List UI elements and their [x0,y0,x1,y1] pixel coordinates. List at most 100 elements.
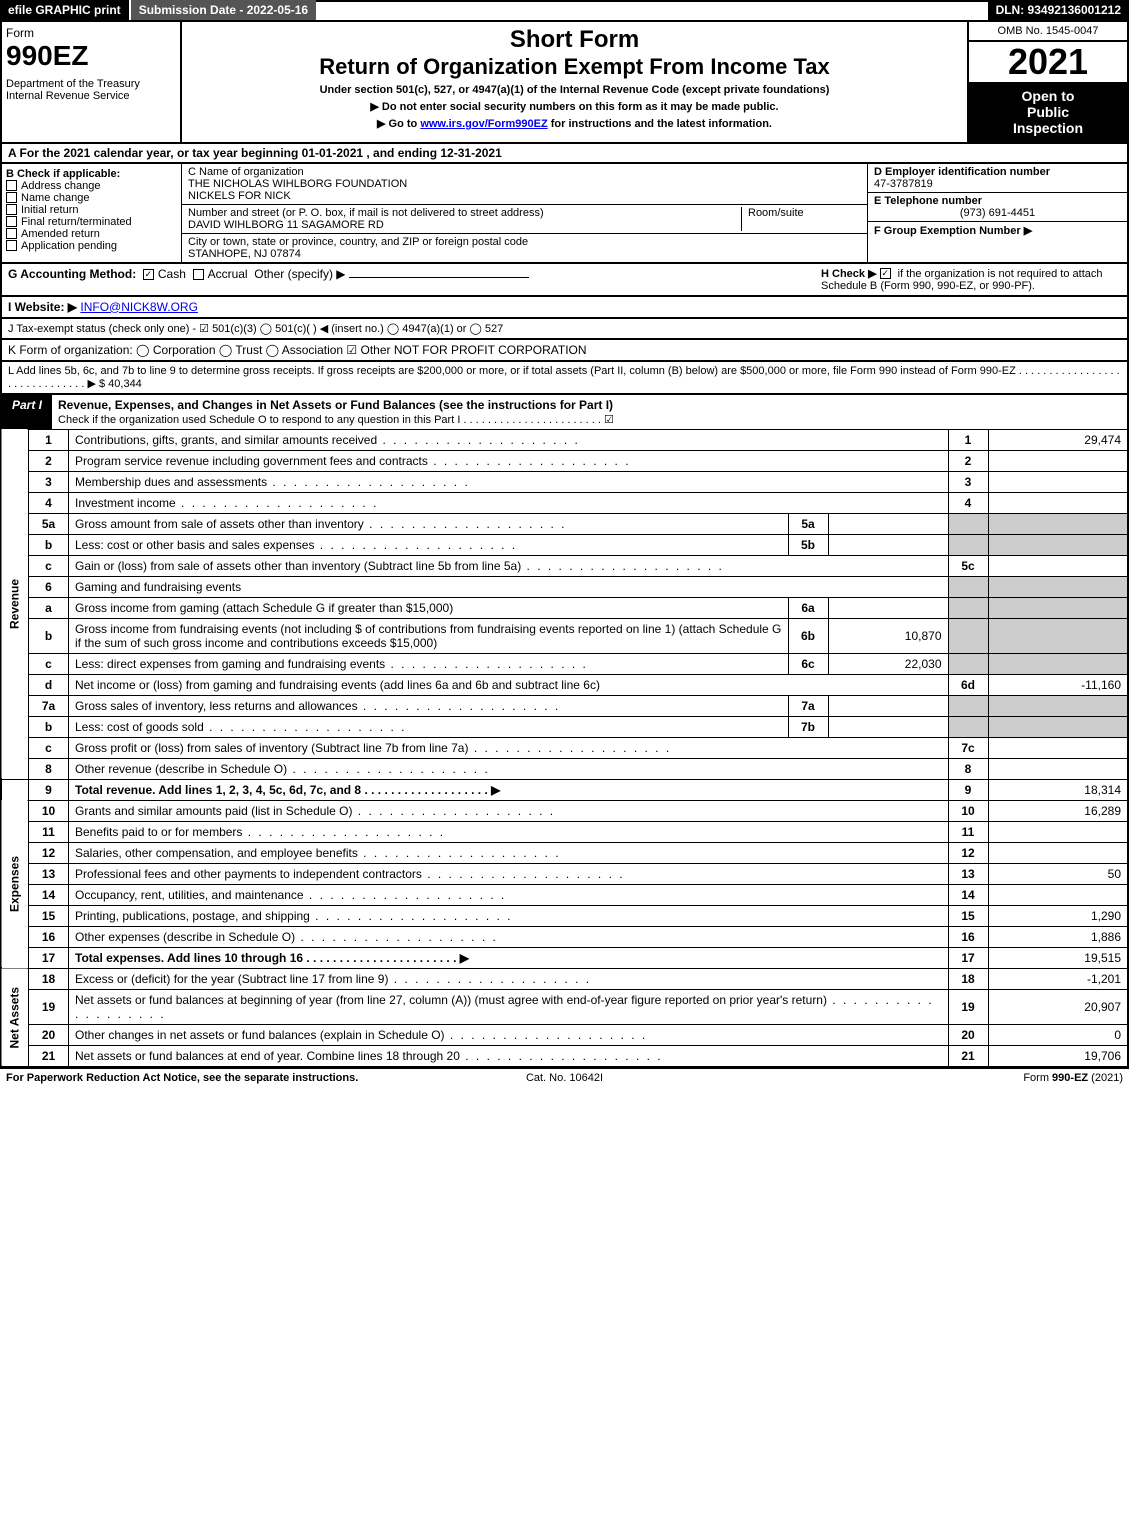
l20-desc: Other changes in net assets or fund bala… [69,1024,949,1045]
d-val: 47-3787819 [874,178,933,190]
l7b-num: b [29,716,69,737]
col-c: C Name of organization THE NICHOLAS WIHL… [182,164,867,262]
efile-label: efile GRAPHIC print [0,0,129,20]
l7a-shade1 [948,695,988,716]
l17-ref: 17 [948,947,988,968]
cb-h[interactable]: ✓ [880,268,891,279]
g-other-line[interactable] [349,277,529,278]
l6c-desc: Less: direct expenses from gaming and fu… [69,653,789,674]
header-right: OMB No. 1545-0047 2021 Open to Public In… [967,22,1127,142]
l7b-subref: 7b [788,716,828,737]
l5b-num: b [29,534,69,555]
footer-left-b: For Paperwork Reduction Act Notice, see … [6,1072,358,1084]
city-val: STANHOPE, NJ 07874 [188,248,301,260]
l8-desc: Other revenue (describe in Schedule O) [69,758,949,779]
l14-val [988,884,1128,905]
f-row: F Group Exemption Number ▶ [868,222,1127,239]
l7c-val [988,737,1128,758]
e-val: (973) 691-4451 [874,207,1121,219]
b-item-5: Application pending [21,240,117,252]
l-text: L Add lines 5b, 6c, and 7b to line 9 to … [8,365,1120,390]
l19-val: 20,907 [988,989,1128,1024]
l16-ref: 16 [948,926,988,947]
l8-num: 8 [29,758,69,779]
l8-val [988,758,1128,779]
l6a-shade2 [988,597,1128,618]
l6c-num: c [29,653,69,674]
cb-application-pending [6,240,17,251]
l20-num: 20 [29,1024,69,1045]
l8-ref: 8 [948,758,988,779]
l5a-subref: 5a [788,513,828,534]
row-i: I Website: ▶ INFO@NICK8W.ORG [0,295,1129,317]
cb-amended-return[interactable] [6,228,17,239]
cb-address-change[interactable] [6,180,17,191]
l6b-shade1 [948,618,988,653]
l1-num: 1 [29,429,69,450]
sub3-post: for instructions and the latest informat… [548,118,772,130]
b-item-1: Name change [21,192,90,204]
l13-ref: 13 [948,863,988,884]
website-link[interactable]: INFO@NICK8W.ORG [80,300,198,314]
l-val: $ 40,344 [99,378,142,390]
l21-val: 19,706 [988,1045,1128,1067]
l11-desc: Benefits paid to or for members [69,821,949,842]
l13-num: 13 [29,863,69,884]
subheader-1: Under section 501(c), 527, or 4947(a)(1)… [186,84,963,96]
l6c-shade1 [948,653,988,674]
e-row: E Telephone number (973) 691-4451 [868,193,1127,222]
section-a: A For the 2021 calendar year, or tax yea… [0,142,1129,162]
l5a-num: 5a [29,513,69,534]
g-label: G Accounting Method: [8,267,136,281]
footer-mid: Cat. No. 10642I [378,1072,750,1084]
l6-num: 6 [29,576,69,597]
l7a-subval [828,695,948,716]
sub3-pre: ▶ Go to [377,118,420,130]
l12-ref: 12 [948,842,988,863]
g-accrual: Accrual [208,267,248,281]
l5c-desc: Gain or (loss) from sale of assets other… [69,555,949,576]
top-spacer [316,0,987,20]
l7a-shade2 [988,695,1128,716]
k-text: K Form of organization: ◯ Corporation ◯ … [8,343,587,357]
vert-expenses: Expenses [1,800,29,968]
l5b-shade2 [988,534,1128,555]
cb-final-return[interactable] [6,216,17,227]
cb-initial-return[interactable] [6,204,17,215]
l7c-desc: Gross profit or (loss) from sales of inv… [69,737,949,758]
return-title: Return of Organization Exempt From Incom… [186,54,963,80]
subheader-3: ▶ Go to www.irs.gov/Form990EZ for instru… [186,117,963,130]
short-form-title: Short Form [186,26,963,54]
col-de: D Employer identification number 47-3787… [867,164,1127,262]
l2-val [988,450,1128,471]
l6a-subval [828,597,948,618]
l14-desc: Occupancy, rent, utilities, and maintena… [69,884,949,905]
l6c-subref: 6c [788,653,828,674]
section-a-text: A For the 2021 calendar year, or tax yea… [8,146,502,160]
l9-ref: 9 [948,779,988,800]
cb-cash[interactable]: ✓ [143,269,154,280]
part1-header-row: Part I Revenue, Expenses, and Changes in… [0,393,1129,429]
cb-accrual[interactable] [193,269,204,280]
l17-desc: Total expenses. Add lines 10 through 16 … [69,947,949,968]
irs-link[interactable]: www.irs.gov/Form990EZ [420,118,547,130]
cb-name-change[interactable] [6,192,17,203]
l19-desc: Net assets or fund balances at beginning… [69,989,949,1024]
l12-num: 12 [29,842,69,863]
l13-val: 50 [988,863,1128,884]
l6a-shade1 [948,597,988,618]
tax-year: 2021 [969,42,1127,82]
dept-line2: Internal Revenue Service [6,90,176,102]
l3-num: 3 [29,471,69,492]
form-header: Form 990EZ Department of the Treasury In… [0,20,1129,142]
l5c-num: c [29,555,69,576]
addr-val: DAVID WIHLBORG 11 SAGAMORE RD [188,219,384,231]
l6a-num: a [29,597,69,618]
l6c-shade2 [988,653,1128,674]
row-gh: G Accounting Method: ✓Cash Accrual Other… [0,262,1129,295]
l6b-desc: Gross income from fundraising events (no… [69,618,789,653]
l4-ref: 4 [948,492,988,513]
vert-revenue: Revenue [1,429,29,779]
g-other: Other (specify) ▶ [254,267,345,281]
l19-num: 19 [29,989,69,1024]
